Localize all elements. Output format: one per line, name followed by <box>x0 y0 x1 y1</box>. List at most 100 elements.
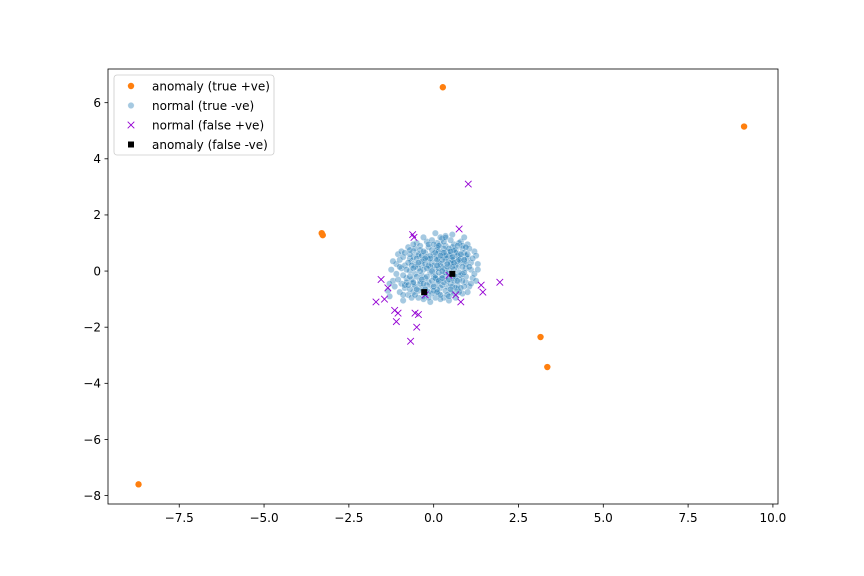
data-point <box>372 298 380 306</box>
data-point <box>537 333 544 341</box>
legend-entry: normal (false +ve) <box>127 118 264 132</box>
data-point <box>387 266 395 274</box>
legend-box <box>113 74 275 156</box>
data-point <box>414 310 423 319</box>
data-point <box>740 123 748 130</box>
data-point <box>452 246 460 254</box>
data-point <box>460 249 468 257</box>
data-point <box>396 263 404 271</box>
data-point <box>437 295 444 303</box>
data-point <box>397 247 405 255</box>
data-point <box>409 264 417 272</box>
x-tick-label: 2.5 <box>509 511 528 525</box>
data-point <box>438 267 446 275</box>
data-point <box>413 323 421 331</box>
data-point <box>447 285 455 293</box>
data-point <box>425 240 433 248</box>
data-point <box>445 292 453 300</box>
x-tick-label: 7.5 <box>679 511 698 525</box>
data-point <box>428 246 436 254</box>
data-point <box>437 252 444 260</box>
data-point <box>389 257 397 265</box>
data-point <box>420 247 427 255</box>
legend: anomaly (true +ve) normal (true -ve) norma… <box>113 74 275 156</box>
data-point <box>465 245 473 253</box>
data-point <box>406 254 414 262</box>
data-point <box>467 259 475 267</box>
data-point <box>399 253 407 261</box>
data-point <box>460 269 468 276</box>
data-point <box>443 260 451 268</box>
data-point <box>386 292 394 300</box>
data-point <box>392 270 400 278</box>
data-point <box>414 259 422 267</box>
data-point <box>394 309 402 317</box>
data-point <box>431 229 439 237</box>
x-tick-label: 10.0 <box>760 511 787 525</box>
data-point <box>435 269 443 276</box>
data-point <box>416 267 424 275</box>
legend-label: normal (true -ve) <box>152 99 254 113</box>
data-point <box>462 264 470 272</box>
y-tick-label: −8 <box>83 489 101 503</box>
data-point <box>406 285 414 293</box>
legend-entry: normal (true -ve) <box>127 99 254 113</box>
data-point <box>406 337 415 345</box>
data-point <box>460 283 468 290</box>
data-point <box>459 242 466 250</box>
data-point <box>403 266 410 274</box>
data-point <box>411 291 419 299</box>
data-point <box>411 245 419 253</box>
data-point <box>455 225 463 233</box>
y-tick-label: 4 <box>93 152 101 166</box>
data-point <box>135 481 142 488</box>
data-point <box>452 291 460 299</box>
data-point <box>394 276 402 283</box>
y-tick-label: 2 <box>93 208 101 222</box>
data-point <box>406 273 414 281</box>
x-tick-label: −5.0 <box>249 511 278 525</box>
data-point <box>464 180 472 188</box>
data-point <box>453 242 461 250</box>
data-point <box>380 295 389 303</box>
data-point <box>409 240 417 248</box>
legend-label: anomaly (true +ve) <box>152 79 270 93</box>
data-point <box>406 246 414 254</box>
data-point <box>421 260 429 268</box>
data-point <box>460 233 468 241</box>
data-point <box>386 280 394 288</box>
data-point <box>465 263 473 271</box>
data-point <box>433 288 441 296</box>
legend-entry: anomaly (true +ve) <box>127 79 270 93</box>
legend-label: normal (false +ve) <box>152 118 264 132</box>
data-point <box>462 243 470 251</box>
data-point <box>421 289 428 296</box>
data-point <box>460 256 468 264</box>
axes-frame <box>107 68 779 505</box>
data-point <box>544 363 551 371</box>
data-point <box>459 263 466 271</box>
data-point <box>426 298 434 306</box>
data-point <box>410 233 418 242</box>
data-point <box>384 284 392 292</box>
data-point <box>319 231 326 239</box>
x-tick-label: −2.5 <box>334 511 363 525</box>
legend-marker <box>127 102 135 109</box>
x-tick-label: 0.0 <box>424 511 443 525</box>
data-point <box>496 278 504 286</box>
data-point <box>447 247 455 255</box>
data-point <box>418 276 426 283</box>
data-point <box>430 283 438 290</box>
data-point <box>455 256 463 264</box>
data-point <box>477 281 485 289</box>
data-point <box>430 287 438 295</box>
data-point <box>420 233 427 241</box>
data-point <box>439 84 447 91</box>
legend-label: anomaly (false -ve) <box>152 138 268 152</box>
data-point <box>399 271 407 279</box>
data-point <box>457 250 465 258</box>
data-point <box>457 298 465 306</box>
data-point <box>449 270 456 277</box>
data-point <box>420 266 427 274</box>
